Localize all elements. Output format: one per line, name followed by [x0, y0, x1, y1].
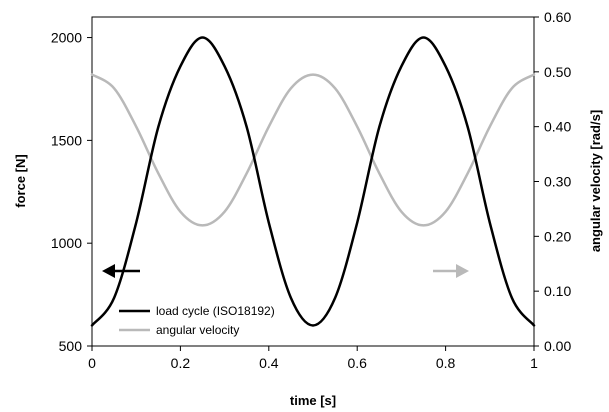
series-layer	[90, 36, 536, 327]
x-tick-label: 0.8	[436, 355, 456, 371]
x-tick-label: 0.4	[259, 355, 279, 371]
x-axis: 0 0.2 0.4 0.6 0.8 1	[88, 346, 538, 371]
y-right-tick-label: 0.00	[544, 338, 571, 354]
y-axis-right-title: angular velocity [rad/s]	[588, 110, 603, 252]
x-tick-label: 0.6	[347, 355, 367, 371]
y-right-tick-label: 0.50	[544, 64, 571, 80]
series-line-angular-velocity	[90, 73, 536, 227]
y-right-tick-label: 0.20	[544, 228, 571, 244]
x-tick-label: 0.2	[171, 355, 191, 371]
y-right-tick-label: 0.30	[544, 174, 571, 190]
y-axis-right: 0.00 0.10 0.20 0.30 0.40 0.50 0.60	[534, 9, 571, 354]
series-line-load-cycle	[90, 36, 536, 327]
y-axis-left: 500 1000 1500 2000	[51, 30, 92, 354]
y-left-tick-label: 500	[59, 338, 83, 354]
y-axis-left-title: force [N]	[13, 154, 28, 207]
arrow-left	[102, 264, 140, 278]
y-right-tick-label: 0.40	[544, 119, 571, 135]
arrow-left-head	[102, 264, 115, 278]
x-tick-label: 0	[88, 355, 96, 371]
legend-label-angular-velocity: angular velocity	[156, 323, 239, 337]
y-left-tick-label: 2000	[51, 30, 82, 46]
legend-label-load-cycle: load cycle (ISO18192)	[156, 304, 275, 318]
arrow-right-head	[456, 264, 469, 278]
y-right-tick-label: 0.10	[544, 283, 571, 299]
y-right-tick-label: 0.60	[544, 9, 571, 25]
arrow-right	[433, 264, 469, 278]
plot-area	[91, 16, 535, 347]
x-axis-title: time [s]	[290, 393, 336, 408]
y-left-tick-label: 1500	[51, 132, 82, 148]
x-tick-label: 1	[530, 355, 538, 371]
legend: load cycle (ISO18192) angular velocity	[119, 304, 275, 337]
y-left-tick-label: 1000	[51, 235, 82, 251]
